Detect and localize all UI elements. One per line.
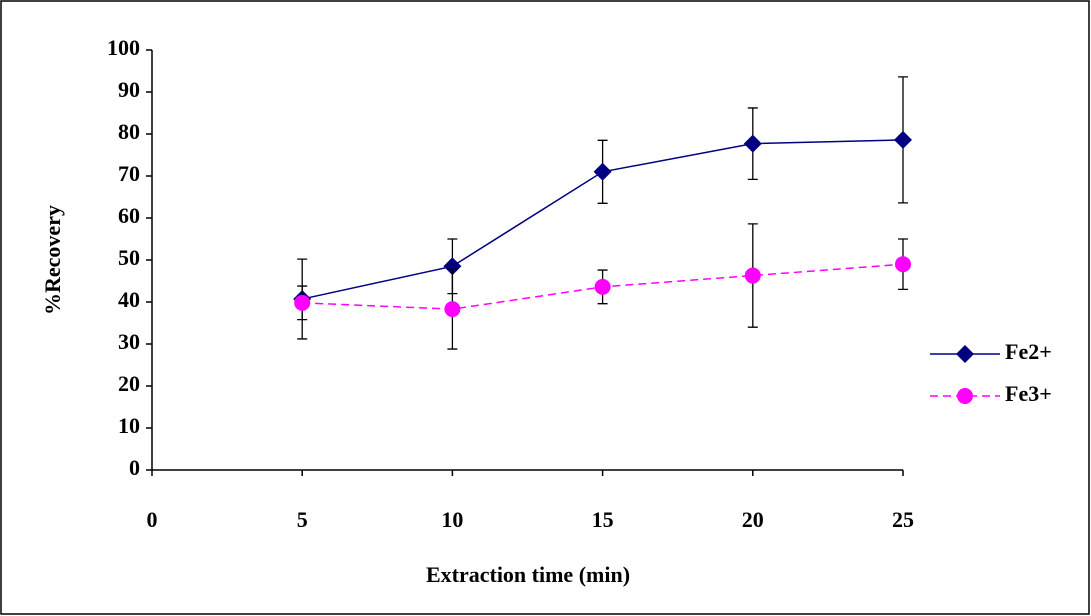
y-tick-label: 80 xyxy=(118,119,140,144)
y-tick-label: 20 xyxy=(118,371,140,396)
x-tick-label: 20 xyxy=(742,507,764,532)
x-tick-label: 25 xyxy=(892,507,914,532)
y-tick-label: 100 xyxy=(107,35,140,60)
data-point xyxy=(745,268,761,284)
y-axis-label: %Recovery xyxy=(40,205,65,315)
y-tick-label: 40 xyxy=(118,287,140,312)
data-point xyxy=(895,256,911,272)
x-axis-label: Extraction time (min) xyxy=(426,562,630,587)
data-point xyxy=(294,295,310,311)
data-point xyxy=(595,279,611,295)
data-point xyxy=(444,301,460,317)
y-tick-label: 50 xyxy=(118,245,140,270)
x-tick-label: 5 xyxy=(297,507,308,532)
y-tick-label: 10 xyxy=(118,413,140,438)
legend-label: Fe3+ xyxy=(1005,381,1052,406)
y-tick-label: 0 xyxy=(129,455,140,480)
chart-border xyxy=(1,1,1089,614)
x-tick-label: 15 xyxy=(592,507,614,532)
legend-marker xyxy=(957,388,973,404)
y-tick-label: 30 xyxy=(118,329,140,354)
chart: %Recovery Extraction time (min) 0 10 20 30 4… xyxy=(0,0,1091,616)
y-tick-label: 70 xyxy=(118,161,140,186)
y-tick-label: 60 xyxy=(118,203,140,228)
legend-label: Fe2+ xyxy=(1005,339,1052,364)
y-tick-label: 90 xyxy=(118,77,140,102)
x-tick-label: 10 xyxy=(441,507,463,532)
x-tick-label: 0 xyxy=(147,507,158,532)
